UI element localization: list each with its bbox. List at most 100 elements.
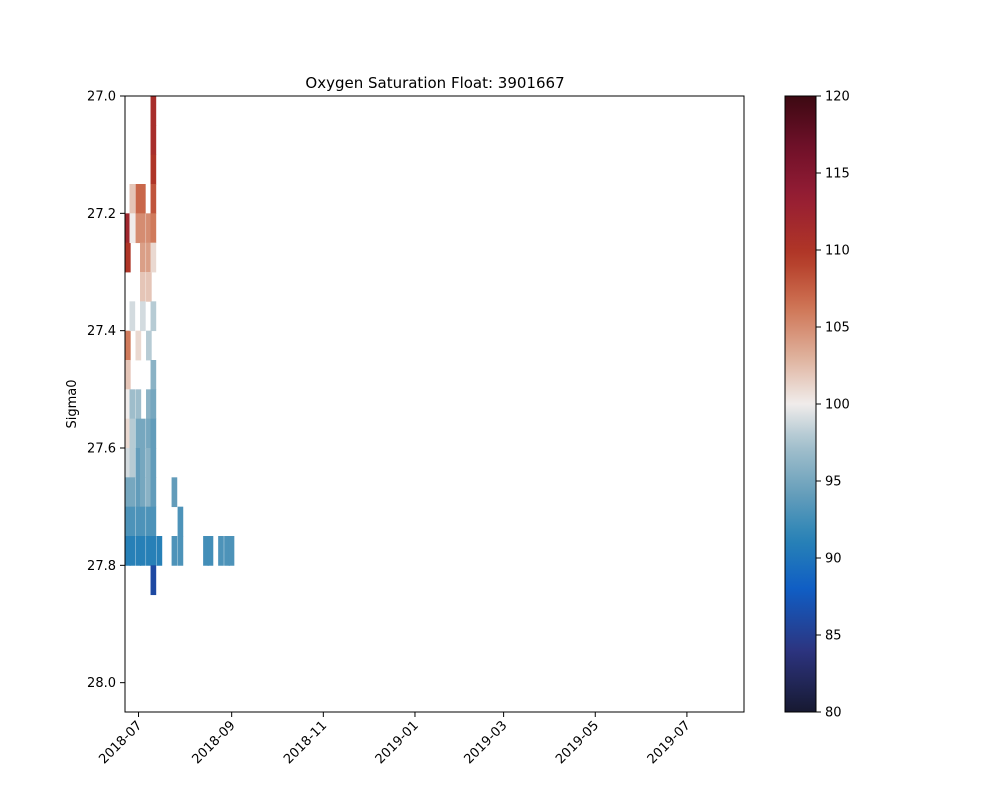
heatmap-cell: [129, 213, 136, 244]
heatmap-cell: [228, 536, 235, 566]
heatmap-cell: [203, 536, 209, 566]
heatmap-cell: [125, 213, 131, 244]
y-axis-label: Sigma0: [65, 379, 80, 428]
heatmap-cell: [125, 418, 131, 449]
colorbar-tick-label: 115: [825, 167, 850, 182]
heatmap-cell: [129, 389, 136, 420]
heatmap-cell: [125, 536, 131, 566]
x-axis: 2018-07 2018-09 2018-11 2019-01 2019-03 2019-…: [96, 712, 694, 767]
heatmap-cell: [125, 330, 131, 361]
heatmap-cell: [125, 448, 131, 478]
heatmap-cell: [135, 213, 142, 244]
colorbar: [784, 95, 817, 713]
heatmap-cell: [146, 536, 152, 566]
colorbar-tick-label: 110: [825, 244, 850, 259]
y-tick-label: 27.0: [87, 90, 116, 105]
heatmap-cells: [125, 96, 235, 596]
heatmap-cell: [140, 448, 146, 478]
heatmap-cell: [140, 418, 146, 449]
colorbar-tick-label: 95: [825, 475, 842, 490]
x-tick-label: 2019-07: [645, 718, 694, 767]
colorbar-axis: 80 85 90 95 100 105 110 115 120: [816, 90, 850, 721]
heatmap-cell: [146, 272, 152, 302]
heatmap-cell: [150, 506, 157, 537]
heatmap-cell: [125, 506, 131, 537]
colorbar-tick-label: 100: [825, 398, 850, 413]
heatmap-cell: [171, 536, 178, 566]
y-tick-label: 27.4: [87, 324, 116, 339]
heatmap-cell: [177, 536, 184, 566]
heatmap-cell: [150, 477, 157, 508]
heatmap-cell: [129, 301, 136, 332]
heatmap-cell: [129, 506, 136, 537]
heatmap-cell: [140, 477, 146, 508]
heatmap-cell: [146, 448, 152, 478]
y-tick-label: 28.0: [87, 676, 116, 691]
heatmap-cell: [129, 448, 136, 478]
heatmap-cell: [146, 506, 152, 537]
heatmap-cell: [146, 330, 152, 361]
heatmap-cell: [150, 536, 157, 566]
heatmap-cell: [146, 477, 152, 508]
heatmap-cell: [135, 536, 142, 566]
heatmap-cell: [150, 154, 157, 185]
heatmap-cell: [125, 477, 131, 508]
heatmap-cell: [129, 477, 136, 508]
heatmap-cell: [125, 242, 131, 273]
x-tick-label: 2018-11: [281, 718, 330, 767]
heatmap-cell: [140, 213, 146, 244]
heatmap-cell: [218, 536, 224, 566]
heatmap-cell: [135, 184, 142, 214]
heatmap-cell: [146, 389, 152, 420]
colorbar-tick-label: 80: [825, 706, 842, 721]
x-tick-label: 2019-05: [553, 718, 602, 767]
heatmap-cell: [224, 536, 230, 566]
heatmap-cell: [177, 506, 184, 537]
heatmap-cell: [135, 506, 142, 537]
heatmap-cell: [146, 242, 152, 273]
heatmap-cell: [140, 184, 146, 214]
heatmap-cell: [150, 213, 157, 244]
heatmap-cell: [156, 536, 163, 566]
heatmap-cell: [135, 389, 142, 420]
y-tick-label: 27.6: [87, 442, 116, 457]
y-tick-label: 27.8: [87, 559, 116, 574]
heatmap-cell: [207, 536, 214, 566]
heatmap-cell: [125, 360, 131, 390]
heatmap-cell: [150, 389, 157, 420]
heatmap-cell: [171, 477, 178, 508]
x-tick-label: 2019-03: [461, 718, 510, 767]
heatmap-cell: [150, 301, 157, 332]
colorbar-tick-label: 90: [825, 552, 842, 567]
heatmap-cell: [146, 418, 152, 449]
heatmap-cell: [150, 418, 157, 449]
heatmap-cell: [150, 565, 157, 596]
y-axis: 27.0 27.2 27.4 27.6 27.8 28.0: [87, 90, 125, 691]
heatmap-cell: [140, 242, 146, 273]
x-tick-label: 2018-07: [96, 718, 145, 767]
heatmap-cell: [150, 448, 157, 478]
heatmap-cell: [146, 213, 152, 244]
heatmap-cell: [150, 360, 157, 390]
chart-title: Oxygen Saturation Float: 3901667: [305, 74, 564, 92]
heatmap-cell: [135, 418, 142, 449]
heatmap-cell: [150, 96, 157, 126]
plot-area-frame: [124, 95, 745, 713]
heatmap-cell: [129, 536, 136, 566]
heatmap-cell: [150, 242, 157, 273]
heatmap-cell: [135, 448, 142, 478]
heatmap-cell: [129, 184, 136, 214]
heatmap-cell: [129, 418, 136, 449]
heatmap-cell: [150, 125, 157, 156]
heatmap-cell: [140, 301, 146, 332]
heatmap-cell: [135, 330, 142, 361]
heatmap-cell: [140, 536, 146, 566]
heatmap-cell: [140, 272, 146, 302]
colorbar-tick-label: 105: [825, 321, 850, 336]
heatmap-cell: [150, 184, 157, 214]
heatmap-cell: [135, 477, 142, 508]
colorbar-tick-label: 120: [825, 90, 850, 105]
colorbar-tick-label: 85: [825, 629, 842, 644]
